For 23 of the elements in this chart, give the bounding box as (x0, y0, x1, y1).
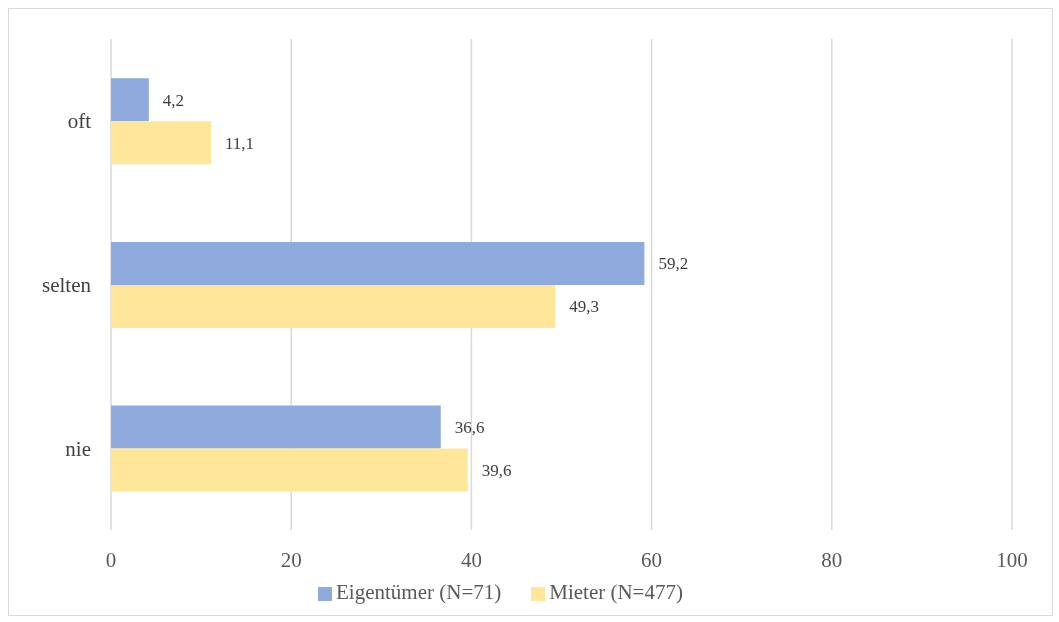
y-tick-label: oft (67, 109, 92, 134)
x-tick-label: 40 (460, 547, 482, 572)
y-tick-label: selten (42, 272, 92, 297)
bar (111, 121, 212, 165)
y-tick-label: nie (65, 436, 91, 461)
x-tick-label: 60 (641, 547, 663, 572)
x-tick-label: 100 (996, 547, 1028, 572)
bar (111, 448, 468, 492)
data-label: 4,2 (162, 90, 185, 110)
data-label: 59,2 (658, 254, 689, 274)
bar (111, 241, 645, 285)
data-label: 49,3 (569, 297, 599, 317)
data-label: 36,6 (454, 418, 485, 438)
legend-label: Eigentümer (N=71) (336, 580, 502, 604)
bar (111, 405, 441, 449)
x-tick-label: 0 (105, 547, 117, 572)
x-tick-label: 80 (821, 547, 843, 572)
data-label: 11,1 (225, 133, 255, 153)
data-label: 39,6 (481, 461, 512, 481)
x-tick-label: 20 (280, 547, 302, 572)
bar (111, 284, 556, 328)
bar (111, 78, 149, 122)
legend-label: Mieter (N=477) (549, 580, 683, 604)
